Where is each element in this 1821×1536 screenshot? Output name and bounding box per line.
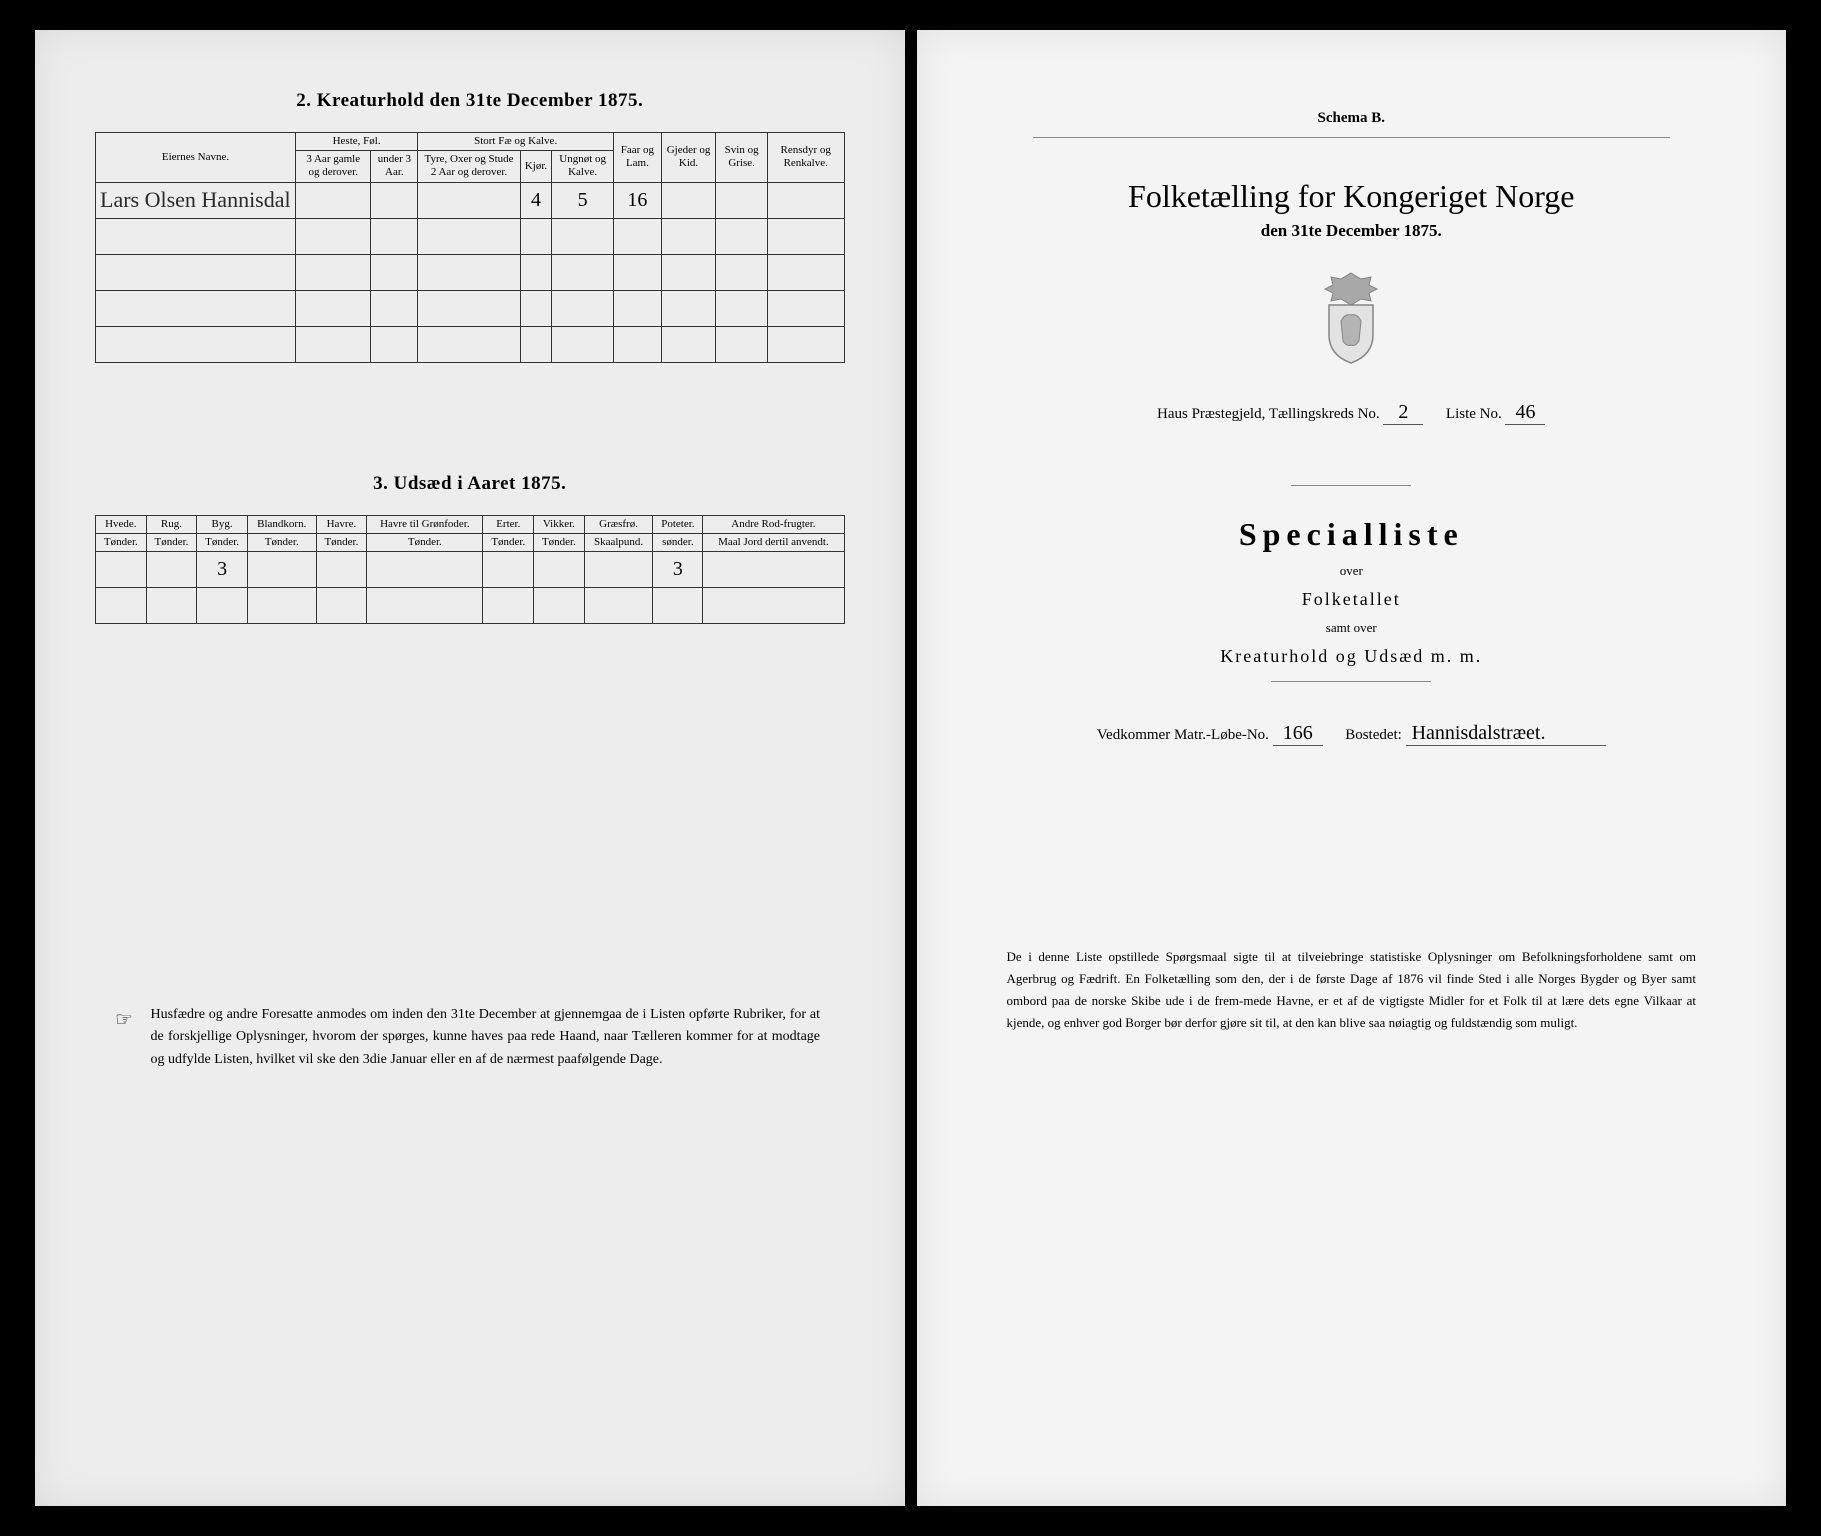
unit-4: Tønder. <box>247 533 316 551</box>
cell-v9 <box>767 182 844 218</box>
divider <box>1291 485 1411 486</box>
th-faar: Faar og Lam. <box>614 133 662 183</box>
th-vikker: Vikker. <box>534 515 585 533</box>
th-byg: Byg. <box>197 515 248 533</box>
table3-data-row1: 3 3 <box>96 551 845 587</box>
folketallet-label: Folketallet <box>977 589 1727 610</box>
unit-8: Tønder. <box>534 533 585 551</box>
section3-title: 3. Udsæd i Aaret 1875. <box>95 473 845 495</box>
th-grasfro: Græsfrø. <box>584 515 653 533</box>
vedkommer-no: 166 <box>1273 722 1323 746</box>
th-andre: Andre Rod-frugter. <box>703 515 844 533</box>
meta-prefix: Haus <box>1157 406 1188 422</box>
unit-2: Tønder. <box>146 533 197 551</box>
cell-v4: 4 <box>520 182 551 218</box>
table3-units-row: Tønder. Tønder. Tønder. Tønder. Tønder. … <box>96 533 845 551</box>
th-stort-group: Stort Fæ og Kalve. <box>418 133 614 151</box>
table2-empty-row <box>96 254 845 290</box>
right-footnote: De i denne Liste opstillede Spørgsmaal s… <box>1007 946 1697 1034</box>
main-title: Folketælling for Kongeriget Norge <box>977 178 1727 215</box>
document-spread: 2. Kreaturhold den 31te December 1875. E… <box>0 0 1821 1536</box>
th-blandkorn: Blandkorn. <box>247 515 316 533</box>
cell-owner: Lars Olsen Hannisdal <box>96 182 296 218</box>
meta-praestegjeld: Præstegjeld, Tællingskreds No. <box>1192 406 1380 422</box>
kreatur-label: Kreaturhold og Udsæd m. m. <box>977 646 1727 667</box>
unit-9: Skaalpund. <box>584 533 653 551</box>
specialliste-title: Specialliste <box>977 516 1727 553</box>
th-rug: Rug. <box>146 515 197 533</box>
kreds-no: 2 <box>1383 401 1423 425</box>
kreaturhold-table: Eiernes Navne. Heste, Føl. Stort Fæ og K… <box>95 132 845 363</box>
th-stort-c: Ungnøt og Kalve. <box>552 151 614 182</box>
left-page: 2. Kreaturhold den 31te December 1875. E… <box>35 30 905 1506</box>
cell-v8 <box>716 182 768 218</box>
th-havre-gron: Havre til Grønfoder. <box>367 515 483 533</box>
over-label: over <box>977 563 1727 579</box>
unit-1: Tønder. <box>96 533 147 551</box>
th-owner: Eiernes Navne. <box>96 133 296 183</box>
th-poteter: Poteter. <box>653 515 703 533</box>
unit-7: Tønder. <box>483 533 534 551</box>
liste-label: Liste No. <box>1446 406 1502 422</box>
cell-v1 <box>296 182 371 218</box>
th-hvede: Hvede. <box>96 515 147 533</box>
cell-v7 <box>661 182 716 218</box>
table2-empty-row <box>96 218 845 254</box>
th-stort-a: Tyre, Oxer og Stude 2 Aar og derover. <box>418 151 521 182</box>
cell-poteter: 3 <box>653 551 703 587</box>
unit-5: Tønder. <box>316 533 367 551</box>
table2-empty-row <box>96 290 845 326</box>
vedkommer-line: Vedkommer Matr.-Løbe-No. 166 Bostedet: H… <box>977 722 1727 746</box>
table3-header-row1: Hvede. Rug. Byg. Blandkorn. Havre. Havre… <box>96 515 845 533</box>
table2-data-row1: Lars Olsen Hannisdal 4 5 16 <box>96 182 845 218</box>
cell-byg: 3 <box>197 551 248 587</box>
table2-empty-row <box>96 326 845 362</box>
unit-11: Maal Jord dertil anvendt. <box>703 533 844 551</box>
samt-over-label: samt over <box>977 620 1727 636</box>
divider <box>1271 681 1431 682</box>
pointer-icon: ☞ <box>115 1004 147 1036</box>
th-svin: Svin og Grise. <box>716 133 768 183</box>
table3-empty-row <box>96 587 845 623</box>
schema-label: Schema B. <box>977 110 1727 127</box>
liste-no: 46 <box>1505 401 1545 425</box>
right-page: Schema B. Folketælling for Kongeriget No… <box>917 30 1787 1506</box>
coat-of-arms-icon <box>977 271 1727 371</box>
cell-v3 <box>418 182 521 218</box>
meta-line: Haus Præstegjeld, Tællingskreds No. 2 Li… <box>977 401 1727 425</box>
footnote-text: Husfædre og andre Foresatte anmodes om i… <box>151 1004 821 1071</box>
th-stort-b: Kjør. <box>520 151 551 182</box>
bostedet-label: Bostedet: <box>1345 727 1402 743</box>
unit-3: Tønder. <box>197 533 248 551</box>
th-havre: Havre. <box>316 515 367 533</box>
th-heste-b: under 3 Aar. <box>371 151 418 182</box>
th-gjeder: Gjeder og Kid. <box>661 133 716 183</box>
left-footnote: ☞ Husfædre og andre Foresatte anmodes om… <box>95 1004 845 1071</box>
unit-10: sønder. <box>653 533 703 551</box>
section2-title: 2. Kreaturhold den 31te December 1875. <box>95 90 845 112</box>
divider <box>1033 137 1670 138</box>
th-rensdyr: Rensdyr og Renkalve. <box>767 133 844 183</box>
th-heste-group: Heste, Føl. <box>296 133 418 151</box>
udsaed-table: Hvede. Rug. Byg. Blandkorn. Havre. Havre… <box>95 515 845 624</box>
cell-v2 <box>371 182 418 218</box>
table2-header-row1: Eiernes Navne. Heste, Føl. Stort Fæ og K… <box>96 133 845 151</box>
cell-v6: 16 <box>614 182 662 218</box>
vedkommer-label: Vedkommer Matr.-Løbe-No. <box>1097 727 1269 743</box>
bostedet-value: Hannisdalstræet. <box>1406 722 1606 746</box>
cell-v5: 5 <box>552 182 614 218</box>
unit-6: Tønder. <box>367 533 483 551</box>
th-erter: Erter. <box>483 515 534 533</box>
sub-title: den 31te December 1875. <box>977 221 1727 241</box>
th-heste-a: 3 Aar gamle og derover. <box>296 151 371 182</box>
